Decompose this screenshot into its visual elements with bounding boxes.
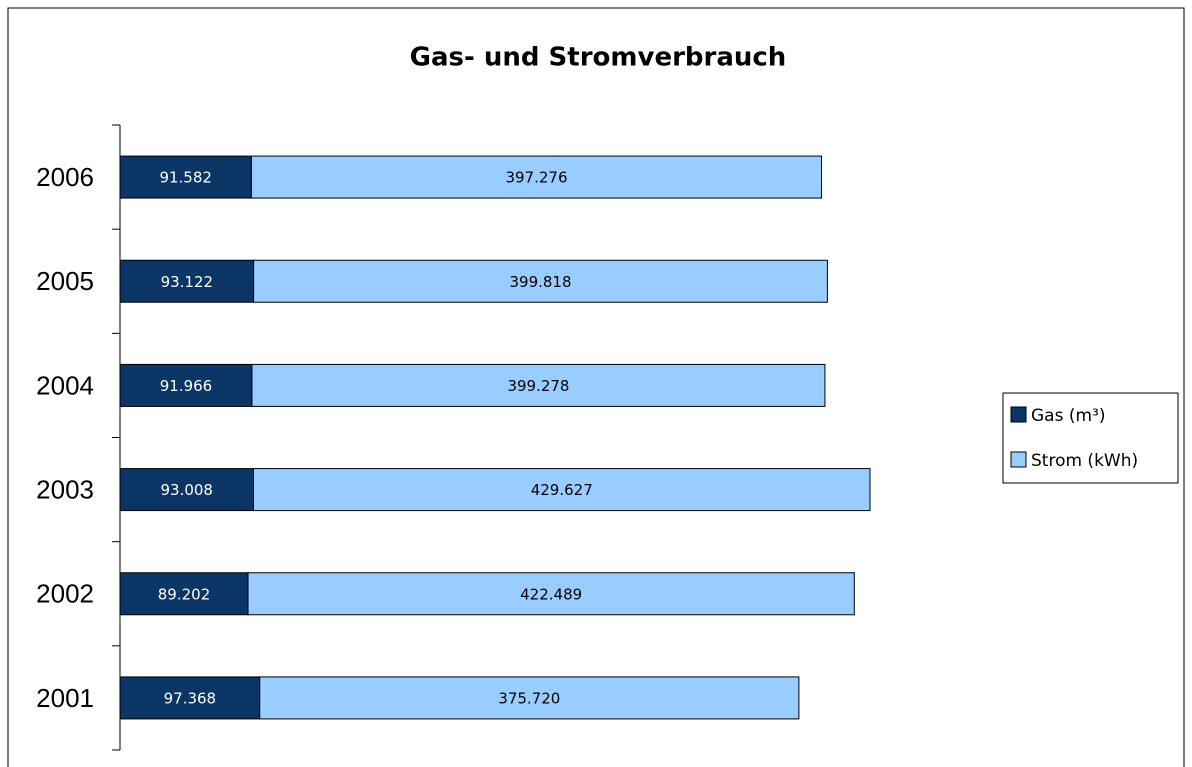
data-label: 399.278 xyxy=(507,377,569,395)
y-tick-label: 2001 xyxy=(36,683,94,713)
bar-segment xyxy=(259,676,800,720)
legend-label: Strom (kWh) xyxy=(1031,451,1138,471)
bar-segment xyxy=(119,572,249,616)
data-label: 397.276 xyxy=(505,169,567,187)
bar-segment xyxy=(250,155,823,199)
legend-label: Gas (m³) xyxy=(1031,406,1106,426)
data-label: 91.966 xyxy=(160,377,213,395)
data-label: 422.489 xyxy=(520,585,582,603)
bar-segment xyxy=(119,468,254,512)
bar-segment xyxy=(251,363,826,407)
data-label: 93.008 xyxy=(160,481,213,499)
y-tick-label: 2002 xyxy=(36,579,94,609)
data-label: 375.720 xyxy=(498,689,560,707)
bar-segment xyxy=(119,155,252,199)
data-label: 97.368 xyxy=(164,689,217,707)
bar-segment xyxy=(119,363,253,407)
bar-segment xyxy=(252,468,871,512)
bar-segment xyxy=(119,676,261,720)
legend-box xyxy=(1002,392,1179,484)
chart-title: Gas- und Stromverbrauch xyxy=(410,43,787,73)
data-label: 93.122 xyxy=(161,273,214,291)
data-label: 89.202 xyxy=(158,585,211,603)
y-tick-label: 2006 xyxy=(36,162,94,192)
y-tick-label: 2004 xyxy=(36,370,94,400)
data-label: 91.582 xyxy=(159,169,212,187)
legend-swatch xyxy=(1010,451,1027,468)
bar-segment xyxy=(247,572,855,616)
legend-swatch xyxy=(1010,406,1027,423)
y-tick-label: 2003 xyxy=(36,474,94,504)
data-label: 399.818 xyxy=(509,273,571,291)
y-tick-label: 2005 xyxy=(36,266,94,296)
data-label: 429.627 xyxy=(531,481,593,499)
bar-segment xyxy=(253,259,828,303)
bar-segment xyxy=(119,259,255,303)
